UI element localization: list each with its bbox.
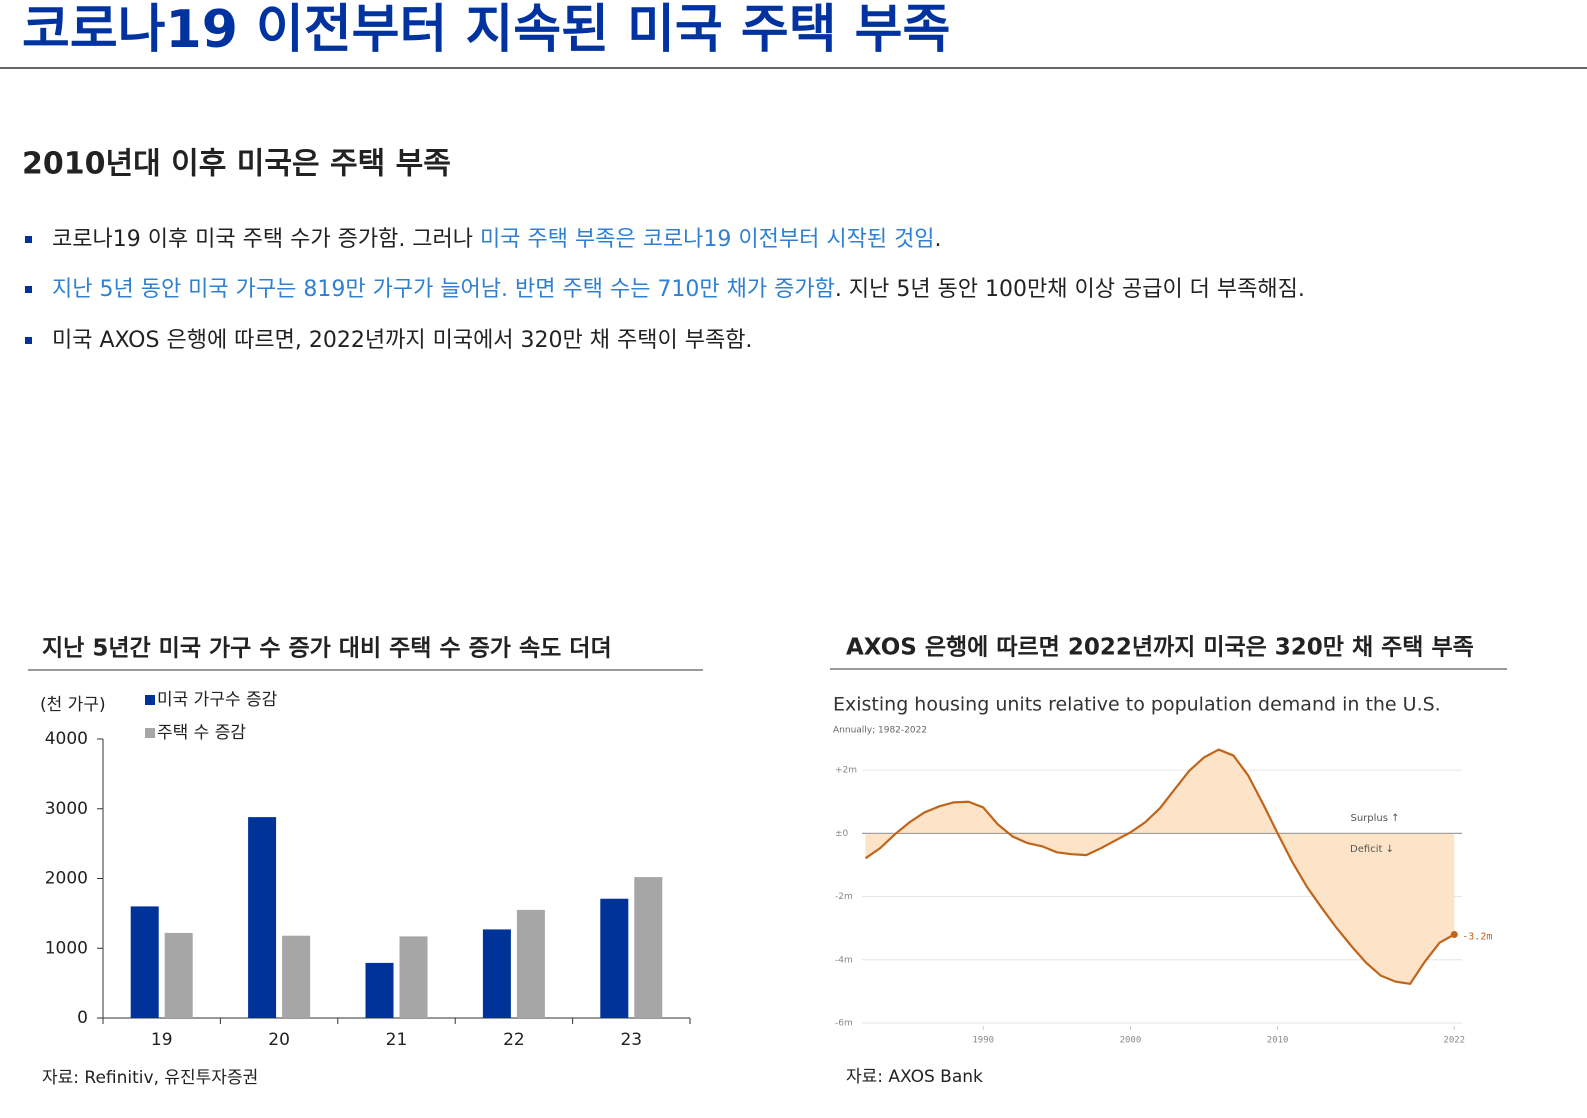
x-tick-label: 1990 xyxy=(972,1036,994,1046)
legend-swatch xyxy=(145,695,155,705)
bullet-segment: . 지난 5년 동안 100만채 이상 공급이 더 부족해짐. xyxy=(835,277,1305,302)
y-tick-label: -2m xyxy=(835,892,853,902)
y-tick-label: 3000 xyxy=(45,799,88,819)
chart-subtitle: Annually; 1982-2022 xyxy=(833,726,927,736)
legend-label: 미국 가구수 증감 xyxy=(157,690,278,710)
chart-title: Existing housing units relative to popul… xyxy=(833,694,1441,716)
bar xyxy=(248,817,277,1018)
line xyxy=(864,748,1455,985)
area xyxy=(865,749,1455,984)
x-tick-label: 2022 xyxy=(1443,1036,1465,1046)
end-point xyxy=(1450,930,1458,938)
bar xyxy=(399,936,428,1018)
source: 자료: Refinitiv, 유진투자증권 xyxy=(42,1068,258,1088)
x-tick-label: 21 xyxy=(386,1030,408,1050)
x-tick-label: 2000 xyxy=(1120,1036,1142,1046)
bar xyxy=(482,929,511,1018)
bar xyxy=(516,909,545,1018)
chart-heading: AXOS 은행에 따르면 2022년까지 미국은 320만 채 주택 부족 xyxy=(846,635,1474,661)
annotation: Deficit ↓ xyxy=(1350,844,1394,855)
bar xyxy=(164,932,193,1018)
x-tick-label: 23 xyxy=(620,1030,642,1050)
bar xyxy=(130,906,159,1018)
bullet-segment: . xyxy=(935,227,942,252)
x-tick-label: 22 xyxy=(503,1030,525,1050)
bullet-text: 미국 AXOS 은행에 따르면, 2022년까지 미국에서 320만 채 주택이… xyxy=(52,328,752,353)
bar xyxy=(365,962,394,1018)
bullet-segment: 지난 5년 동안 미국 가구는 819만 가구가 늘어남. 반면 주택 수는 7… xyxy=(52,277,835,302)
bullet-marker xyxy=(25,286,32,293)
bullet-segment: 미국 AXOS 은행에 따르면, 2022년까지 미국에서 320만 채 주택이… xyxy=(52,328,752,353)
bullet-text: 지난 5년 동안 미국 가구는 819만 가구가 늘어남. 반면 주택 수는 7… xyxy=(52,277,1305,302)
legend-swatch xyxy=(145,728,155,738)
bullet-marker xyxy=(25,337,32,344)
unit-label: (천 가구) xyxy=(40,695,106,715)
y-tick-label: 1000 xyxy=(45,938,88,958)
x-tick-label: 2010 xyxy=(1267,1036,1289,1046)
bar xyxy=(282,935,311,1018)
bullet-text: 코로나19 이후 미국 주택 수가 증가함. 그러나 미국 주택 부족은 코로나… xyxy=(52,227,942,252)
bullet-segment: 코로나19 이후 미국 주택 수가 증가함. 그러나 xyxy=(52,227,480,252)
y-tick-label: 0 xyxy=(77,1008,88,1028)
y-tick-label: -4m xyxy=(835,955,853,965)
bullet-segment: 미국 주택 부족은 코로나19 이전부터 시작된 것임 xyxy=(480,227,935,252)
y-tick-label: ±0 xyxy=(835,829,849,839)
subtitle: 2010년대 이후 미국은 주택 부족 xyxy=(22,147,451,182)
chart-heading: 지난 5년간 미국 가구 수 증가 대비 주택 수 증가 속도 더뎌 xyxy=(42,636,612,662)
y-tick-label: 2000 xyxy=(45,869,88,889)
bullet-marker xyxy=(25,236,32,243)
y-tick-label: -6m xyxy=(835,1019,853,1029)
source: 자료: AXOS Bank xyxy=(846,1067,983,1087)
bar xyxy=(634,877,663,1018)
bar xyxy=(600,898,629,1018)
legend-label: 주택 수 증감 xyxy=(157,723,246,743)
x-tick-label: 19 xyxy=(151,1030,173,1050)
page-title: 코로나19 이전부터 지속된 미국 주택 부족 xyxy=(22,0,950,60)
annotation: Surplus ↑ xyxy=(1350,813,1399,824)
y-tick-label: 4000 xyxy=(45,729,88,749)
y-tick-label: +2m xyxy=(835,766,857,776)
x-tick-label: 20 xyxy=(268,1030,290,1050)
end-label: -3.2m xyxy=(1462,931,1492,942)
